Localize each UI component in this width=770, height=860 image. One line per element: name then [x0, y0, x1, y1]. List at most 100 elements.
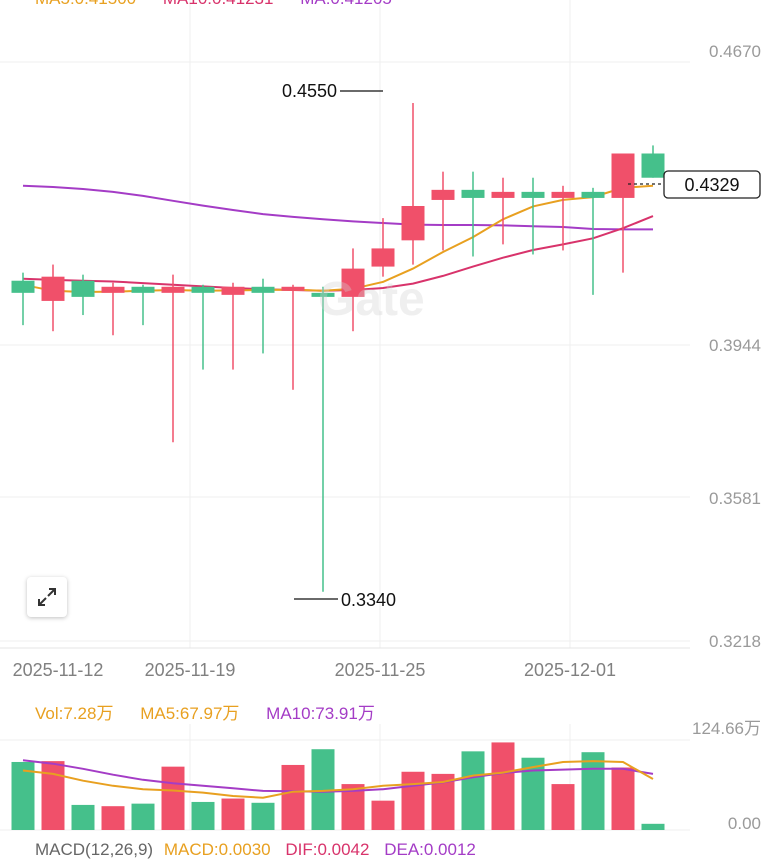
volume-bar: [191, 801, 215, 830]
candle: [641, 145, 665, 178]
volume-bar: [551, 784, 575, 830]
candle: [551, 185, 575, 251]
candle: [311, 286, 335, 592]
candle: [71, 274, 95, 316]
expand-button[interactable]: [27, 577, 67, 617]
candle-body: [341, 268, 365, 297]
candle: [11, 272, 35, 326]
volume-bar: [611, 767, 635, 830]
candle: [371, 218, 395, 277]
x-tick-label: 2025-11-25: [335, 660, 426, 680]
candle: [341, 248, 365, 332]
candle-body: [281, 286, 305, 291]
expand-icon: [38, 588, 56, 606]
watermark: Gate: [318, 273, 425, 326]
candle-body: [191, 286, 215, 293]
legend-macd: MACD:0.0030: [163, 840, 271, 859]
volume-bar: [281, 764, 305, 830]
legend-dif: DIF:0.0042: [285, 840, 370, 859]
volume-bar: [161, 766, 185, 830]
candles: [11, 103, 665, 592]
candle: [251, 278, 275, 354]
x-tick-label: 2025-12-01: [524, 660, 616, 680]
candle: [461, 171, 485, 257]
candle-body: [131, 286, 155, 293]
candle: [401, 103, 425, 265]
low-price-annotation: 0.3340: [341, 590, 396, 610]
volume-bar: [101, 806, 125, 830]
candle: [491, 177, 515, 245]
grid-lines: [0, 0, 690, 831]
candle-body: [551, 191, 575, 198]
legend-vol-ma5: MA5:67.97万: [140, 704, 240, 723]
legend-dea: DEA:0.0012: [384, 840, 476, 859]
candle-body: [521, 191, 545, 198]
volume-bar: [221, 798, 245, 830]
legend-macd-title: MACD(12,26,9): [35, 840, 154, 859]
ma5-line: [22, 184, 654, 294]
volume-bar: [311, 749, 335, 830]
candle-body: [431, 189, 455, 200]
current-price-label: 0.4329: [684, 175, 739, 195]
volume-bar: [581, 752, 605, 830]
candle-body: [41, 276, 65, 301]
candle-body: [581, 191, 605, 198]
y-tick-label: 0.3581: [709, 489, 761, 508]
volume-bar: [401, 771, 425, 830]
volume-bar: [371, 800, 395, 830]
macd-legend: MACD(12,26,9) MACD:0.0030 DIF:0.0042 DEA…: [35, 840, 498, 860]
candle-body: [491, 191, 515, 198]
candle: [161, 274, 185, 443]
candle: [611, 153, 635, 273]
volume-bar: [431, 773, 455, 830]
candle-body: [461, 189, 485, 198]
price-ma-legend: MA5:0.41500 MA10:0.41231 MA:0.41205: [35, 0, 414, 9]
candle: [41, 264, 65, 332]
candle-body: [161, 286, 185, 293]
volume-axis-max: 124.66万: [692, 719, 761, 738]
candle-body: [11, 280, 35, 293]
candle: [581, 187, 605, 295]
volume-bar: [131, 803, 155, 830]
volume-bar: [461, 751, 485, 830]
x-tick-label: 2025-11-12: [13, 660, 104, 680]
candle-body: [221, 286, 245, 295]
volume-bar: [341, 784, 365, 830]
volume-axis-min: 0.00: [728, 814, 761, 833]
candle: [281, 284, 305, 390]
candle-body: [71, 280, 95, 297]
ma-line: [22, 184, 653, 231]
legend-vol: Vol:7.28万: [35, 704, 114, 723]
candle: [431, 171, 455, 251]
candle-body: [311, 292, 335, 297]
legend-ma10: MA10:0.41231: [163, 0, 274, 8]
volume-bar: [41, 761, 65, 830]
volume-ma10-line: [22, 759, 654, 793]
volume-bar: [71, 804, 95, 830]
candle-body: [251, 286, 275, 293]
volume-bar: [491, 742, 515, 830]
volume-ma-lines: [22, 759, 654, 799]
legend-vol-ma10: MA10:73.91万: [266, 704, 375, 723]
y-tick-label: 0.4670: [709, 42, 761, 61]
candle-body: [101, 286, 125, 293]
y-tick-label: 0.3218: [709, 632, 761, 651]
candle: [101, 282, 125, 336]
candle-body: [611, 153, 635, 198]
candle-body: [641, 153, 665, 178]
volume-legend: Vol:7.28万 MA5:67.97万 MA10:73.91万: [35, 699, 397, 724]
moving-average-lines: [22, 184, 654, 294]
volume-ma5-line: [22, 760, 654, 799]
candle-body: [401, 206, 425, 241]
legend-ma5: MA5:0.41500: [35, 0, 136, 8]
x-tick-label: 2025-11-19: [145, 660, 236, 680]
candle: [521, 177, 545, 255]
candle: [131, 284, 155, 326]
volume-bar: [251, 802, 275, 830]
volume-bar: [11, 761, 35, 830]
volume-bar: [641, 823, 665, 830]
y-tick-label: 0.3944: [709, 336, 761, 355]
volume-bars: [11, 742, 665, 830]
high-price-annotation: 0.4550: [282, 81, 337, 101]
